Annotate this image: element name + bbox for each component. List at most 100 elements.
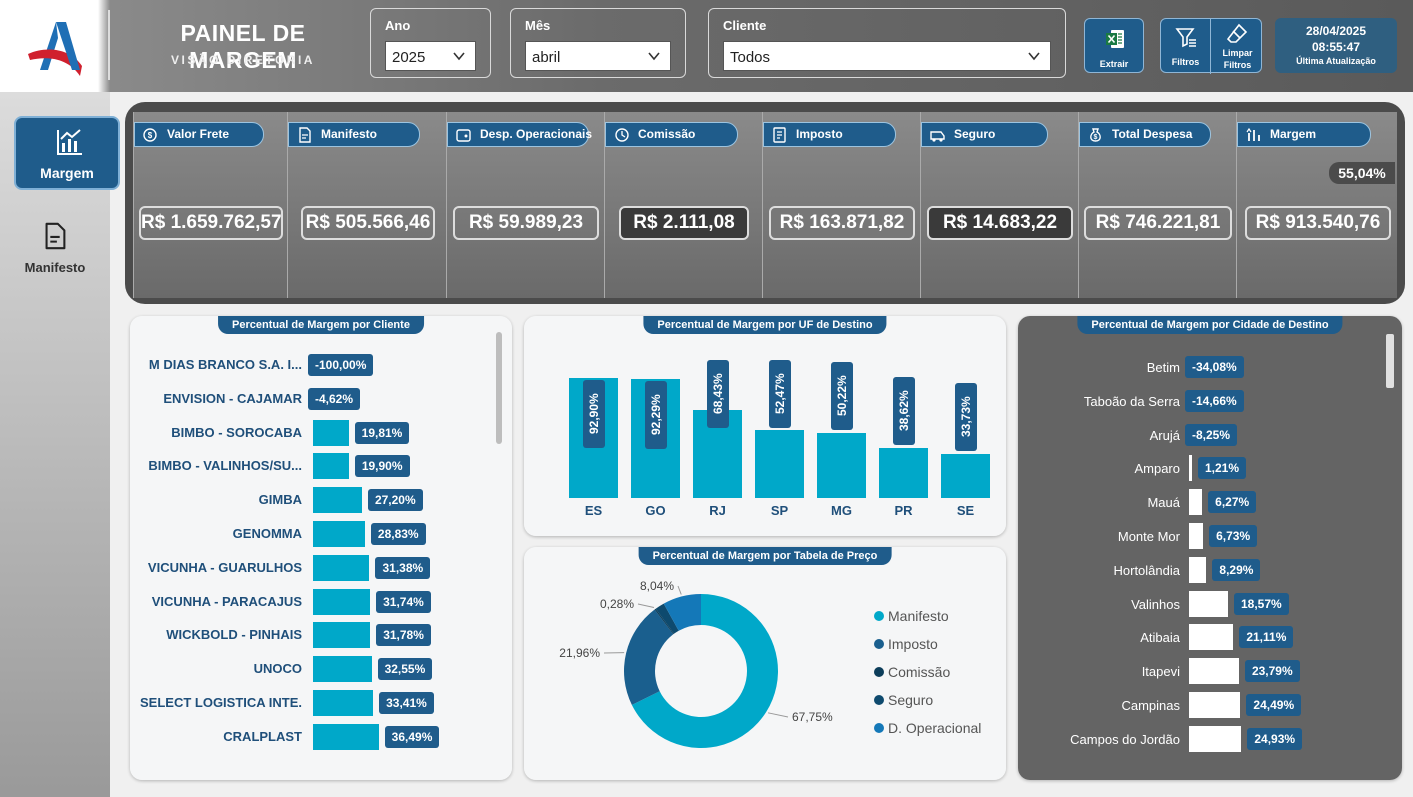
- city-chart-scrollbar[interactable]: [1386, 334, 1394, 388]
- uf-bar-value-label: 92,90%: [582, 380, 605, 448]
- bar-chart-icon: [57, 129, 82, 155]
- uf-bar[interactable]: [941, 454, 990, 498]
- client-bar-value-label: 31,74%: [376, 590, 431, 613]
- city-bar[interactable]: [1189, 725, 1242, 752]
- client-bar[interactable]: [313, 622, 371, 649]
- svg-text:$: $: [1094, 134, 1098, 141]
- chevron-down-icon: [648, 52, 660, 61]
- month-dropdown[interactable]: abril: [525, 41, 671, 71]
- client-filter: Cliente Todos: [708, 8, 1066, 78]
- uf-bar[interactable]: [755, 430, 804, 498]
- uf-bar-value-label: 50,22%: [830, 362, 853, 431]
- price-table-donut-chart: 67,75% 21,96% 0,28% 8,04%: [559, 579, 833, 748]
- price-table-chart-title: Percentual de Margem por Tabela de Preço: [638, 547, 892, 565]
- kpi-label-text: Desp. Operacionais: [480, 127, 593, 141]
- client-bar[interactable]: [313, 521, 365, 547]
- clear-filters-label-1: Limpar: [1222, 48, 1253, 58]
- uf-bar-category: SP: [770, 503, 789, 518]
- city-bar-value-label: -14,66%: [1185, 389, 1244, 412]
- city-bar[interactable]: [1189, 590, 1228, 617]
- filter-buttons-group: Filtros Limpar Filtros: [1160, 18, 1263, 74]
- legend-item[interactable]: Seguro: [874, 692, 933, 708]
- city-bar-label: Atibaia: [1140, 630, 1180, 646]
- city-bar[interactable]: [1189, 489, 1203, 516]
- city-bar[interactable]: [1189, 692, 1241, 718]
- city-bar-value-label: 6,27%: [1208, 491, 1257, 514]
- client-bar[interactable]: [313, 690, 374, 716]
- kpi-card-3: Desp. Operacionais R$ 59.989,23: [446, 112, 604, 298]
- legend-swatch: [874, 695, 884, 705]
- legend-label: Comissão: [888, 664, 951, 680]
- client-bar-value-label: 19,90%: [354, 455, 410, 478]
- client-bar[interactable]: [313, 487, 362, 514]
- donut-slice-manifesto[interactable]: [631, 594, 778, 748]
- kpi-card-4: Comissão R$ 2.111,08: [604, 112, 762, 298]
- client-bar-value-label: 19,81%: [354, 421, 410, 444]
- client-bar[interactable]: [313, 588, 371, 615]
- legend-swatch: [874, 611, 884, 621]
- donut-data-label: 0,28%: [600, 597, 634, 611]
- commission-icon: [615, 128, 629, 142]
- tax-icon: [773, 127, 786, 143]
- client-chart-title: Percentual de Margem por Cliente: [218, 316, 424, 334]
- client-bar-value-label: -4,62%: [308, 387, 361, 410]
- nav-item-manifesto[interactable]: Manifesto: [10, 220, 100, 280]
- donut-leader-line: [677, 585, 682, 595]
- donut-slice-d-operacional[interactable]: [663, 594, 701, 631]
- last-update-label: Última Atualização: [1296, 56, 1376, 66]
- donut-leader-line: [767, 712, 789, 718]
- kpi-value: R$ 1.659.762,57: [139, 206, 283, 240]
- legend-item[interactable]: D. Operacional: [874, 720, 981, 736]
- city-bar-value-label: 6,73%: [1209, 525, 1258, 547]
- legend-item[interactable]: Manifesto: [874, 608, 949, 624]
- kpi-label: Imposto: [763, 122, 896, 147]
- city-bar[interactable]: [1189, 523, 1204, 549]
- donut-slice-comiss-o[interactable]: [654, 608, 674, 635]
- kpi-value: R$ 59.989,23: [453, 206, 599, 240]
- donut-slice-seguro[interactable]: [655, 603, 679, 634]
- nav-item-manifesto-label: Manifesto: [24, 260, 86, 275]
- city-bar[interactable]: [1189, 624, 1234, 651]
- client-bar[interactable]: [313, 656, 372, 683]
- client-chart-scrollbar[interactable]: [496, 332, 502, 444]
- city-bar-value-label: 18,57%: [1233, 592, 1289, 615]
- uf-bar-category: PR: [894, 503, 913, 518]
- uf-bar-category: SE: [956, 503, 975, 518]
- client-bar-value-label: -100,00%: [308, 354, 374, 376]
- uf-bar-value-label: 92,29%: [644, 380, 667, 449]
- city-bar[interactable]: [1189, 556, 1207, 583]
- kpi-label-text: Margem: [1270, 127, 1317, 141]
- city-chart-title: Percentual de Margem por Cidade de Desti…: [1077, 316, 1343, 334]
- uf-bar[interactable]: [879, 448, 928, 498]
- kpi-label-text: Total Despesa: [1112, 127, 1193, 141]
- uf-bar[interactable]: [817, 433, 866, 498]
- client-bar[interactable]: [313, 554, 370, 581]
- kpi-label-text: Seguro: [954, 127, 996, 141]
- client-bar[interactable]: [313, 419, 349, 446]
- client-bar-label: ENVISION - CAJAMAR: [163, 390, 302, 406]
- legend-item[interactable]: Comissão: [874, 664, 950, 680]
- kpi-value: R$ 505.566,46: [301, 206, 435, 240]
- client-bar-label: SELECT LOGISTICA INTE...: [140, 695, 302, 710]
- client-bar[interactable]: [313, 453, 349, 480]
- city-bar-value-label: 1,21%: [1198, 457, 1247, 480]
- legend-label: Imposto: [888, 636, 938, 652]
- donut-slice-imposto[interactable]: [624, 609, 674, 705]
- legend-swatch: [874, 723, 884, 733]
- donut-data-label: 8,04%: [640, 579, 674, 593]
- legend-item[interactable]: Imposto: [874, 636, 938, 652]
- nav-item-margem[interactable]: Margem: [14, 116, 120, 190]
- client-bar[interactable]: [313, 723, 379, 750]
- kpi-value: R$ 2.111,08: [619, 206, 749, 240]
- client-dropdown[interactable]: Todos: [723, 41, 1051, 71]
- uf-margin-panel: Percentual de Margem por UF de Destino E…: [524, 316, 1006, 536]
- filters-button[interactable]: Filtros: [1161, 19, 1211, 74]
- year-dropdown[interactable]: 2025: [385, 41, 476, 71]
- kpi-label: Manifesto: [288, 122, 420, 147]
- extract-button[interactable]: Extrair: [1084, 18, 1144, 73]
- city-bar[interactable]: [1189, 455, 1192, 482]
- city-bar-value-label: 24,93%: [1247, 727, 1303, 750]
- margin-percent-badge: 55,04%: [1329, 162, 1395, 184]
- clear-filters-button[interactable]: Limpar Filtros: [1212, 19, 1263, 74]
- city-bar[interactable]: [1189, 658, 1239, 685]
